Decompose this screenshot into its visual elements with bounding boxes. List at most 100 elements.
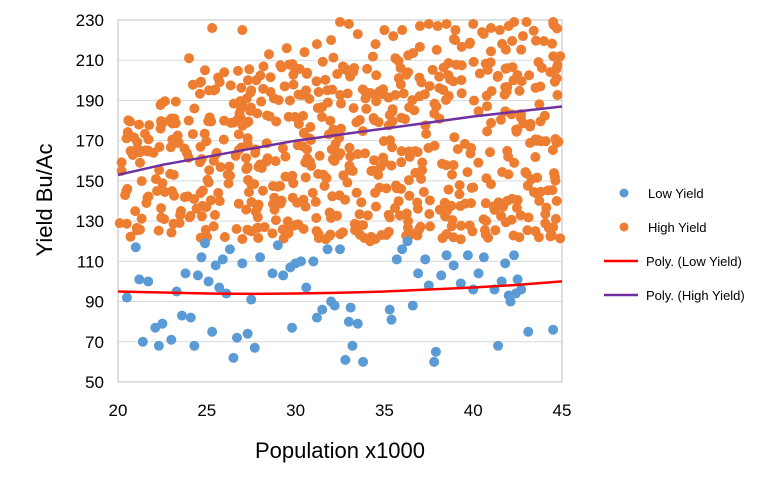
high-yield-point — [498, 201, 509, 212]
high-yield-point — [349, 63, 360, 74]
high-yield-point — [404, 102, 415, 113]
high-yield-point — [307, 187, 318, 198]
high-yield-point — [306, 160, 317, 171]
high-yield-point — [547, 144, 558, 155]
low-yield-point — [448, 260, 459, 271]
high-yield-point — [443, 58, 454, 69]
high-yield-point — [416, 77, 427, 88]
high-yield-point — [385, 135, 396, 146]
high-yield-point — [525, 118, 536, 129]
low-yield-point — [462, 250, 473, 261]
high-yield-point — [314, 150, 325, 161]
high-yield-point — [366, 231, 377, 242]
high-yield-point — [427, 64, 438, 75]
high-yield-point — [424, 195, 435, 206]
high-yield-point — [397, 25, 408, 36]
high-yield-point — [156, 212, 167, 223]
low-yield-point — [231, 332, 242, 343]
high-yield-point — [482, 126, 493, 137]
high-yield-point — [522, 225, 533, 236]
high-yield-point — [514, 85, 525, 96]
high-yield-point — [443, 184, 454, 195]
high-yield-point — [338, 170, 349, 181]
high-yield-point — [352, 149, 363, 160]
high-yield-point — [310, 196, 321, 207]
high-yield-point — [224, 161, 235, 172]
low-yield-point — [157, 318, 168, 329]
y-tick-label: 230 — [76, 11, 104, 30]
high-yield-point — [344, 142, 355, 153]
high-yield-point — [370, 39, 381, 50]
high-yield-point — [325, 115, 336, 126]
high-yield-point — [429, 140, 440, 151]
high-yield-point — [541, 202, 552, 213]
high-yield-point — [121, 218, 132, 229]
high-yield-point — [244, 64, 255, 75]
high-yield-point — [468, 19, 479, 30]
high-yield-point — [507, 193, 518, 204]
high-yield-point — [283, 111, 294, 122]
low-yield-point — [468, 284, 479, 295]
high-yield-point — [330, 138, 341, 149]
high-yield-point — [241, 153, 252, 164]
high-yield-point — [424, 208, 435, 219]
high-yield-point — [172, 137, 183, 148]
high-yield-point — [552, 90, 563, 101]
high-yield-point — [201, 202, 212, 213]
high-yield-point — [373, 117, 384, 128]
low-yield-point — [192, 270, 203, 281]
low-yield-point — [386, 314, 397, 325]
high-yield-point — [473, 106, 484, 117]
low-yield-point — [384, 304, 395, 315]
high-yield-point — [201, 136, 212, 147]
high-yield-point — [253, 232, 264, 243]
high-yield-point — [203, 177, 214, 188]
high-yield-point — [207, 23, 218, 34]
high-yield-point — [134, 157, 145, 168]
high-yield-point — [386, 160, 397, 171]
high-yield-point — [243, 174, 254, 185]
high-yield-point — [245, 87, 256, 98]
high-yield-point — [414, 21, 425, 32]
high-yield-point — [125, 116, 136, 127]
high-yield-point — [391, 183, 402, 194]
high-yield-point — [490, 225, 501, 236]
high-yield-point — [374, 86, 385, 97]
high-yield-point — [507, 35, 518, 46]
high-yield-point — [550, 213, 561, 224]
high-yield-point — [410, 167, 421, 178]
high-yield-point — [156, 203, 167, 214]
high-yield-point — [144, 120, 155, 131]
x-tick-label: 35 — [375, 401, 394, 420]
high-yield-point — [450, 35, 461, 46]
high-yield-point — [552, 23, 563, 34]
high-yield-point — [230, 150, 241, 161]
high-yield-point — [292, 140, 303, 151]
high-yield-point — [275, 198, 286, 209]
high-yield-point — [136, 213, 147, 224]
legend-label: Poly. (High Yield) — [646, 288, 745, 303]
low-yield-point — [478, 252, 489, 263]
high-yield-point — [293, 219, 304, 230]
high-yield-point — [204, 165, 215, 176]
low-yield-point — [311, 312, 322, 323]
legend-marker-high-yield — [619, 222, 629, 232]
high-yield-point — [480, 58, 491, 69]
high-yield-point — [300, 201, 311, 212]
high-yield-point — [500, 44, 511, 55]
high-yield-point — [450, 25, 461, 36]
x-axis-title: Population x1000 — [255, 438, 425, 463]
high-yield-point — [524, 70, 535, 81]
high-yield-point — [516, 44, 527, 55]
high-yield-point — [350, 225, 361, 236]
high-yield-point — [325, 229, 336, 240]
x-tick-label: 30 — [286, 401, 305, 420]
high-yield-point — [305, 122, 316, 133]
high-yield-point — [465, 37, 476, 48]
high-yield-point — [277, 143, 288, 154]
low-yield-point — [121, 292, 132, 303]
high-yield-point — [351, 187, 362, 198]
high-yield-point — [509, 17, 520, 28]
high-yield-point — [219, 67, 230, 78]
low-yield-point — [246, 294, 257, 305]
